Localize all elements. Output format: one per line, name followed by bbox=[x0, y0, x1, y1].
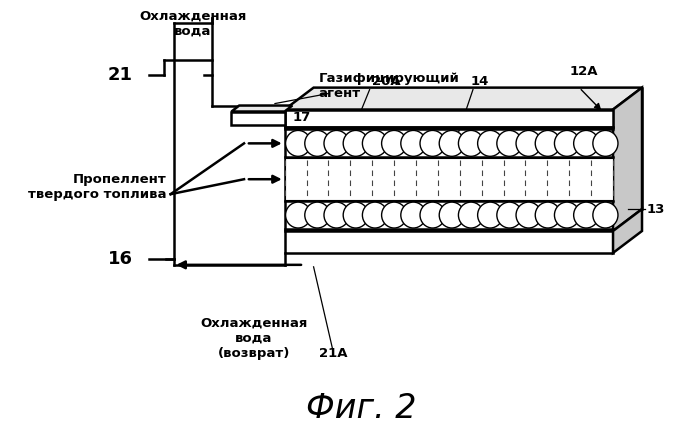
Circle shape bbox=[459, 202, 484, 228]
Circle shape bbox=[382, 202, 407, 228]
Circle shape bbox=[516, 130, 541, 156]
Polygon shape bbox=[284, 88, 642, 109]
Polygon shape bbox=[613, 209, 642, 253]
Circle shape bbox=[420, 130, 445, 156]
Polygon shape bbox=[613, 88, 642, 231]
Polygon shape bbox=[231, 112, 284, 125]
Circle shape bbox=[439, 202, 464, 228]
Circle shape bbox=[593, 202, 618, 228]
Text: 21А: 21А bbox=[319, 347, 347, 360]
Circle shape bbox=[516, 202, 541, 228]
Circle shape bbox=[305, 202, 330, 228]
Polygon shape bbox=[284, 231, 613, 253]
Circle shape bbox=[324, 130, 349, 156]
Circle shape bbox=[554, 202, 579, 228]
Circle shape bbox=[593, 130, 618, 156]
Text: 13: 13 bbox=[647, 202, 665, 216]
Text: 20А: 20А bbox=[372, 75, 400, 88]
Circle shape bbox=[382, 130, 407, 156]
Circle shape bbox=[343, 130, 368, 156]
Circle shape bbox=[401, 130, 426, 156]
Circle shape bbox=[362, 202, 387, 228]
Polygon shape bbox=[284, 109, 613, 127]
Text: 21: 21 bbox=[108, 66, 133, 84]
Circle shape bbox=[535, 202, 561, 228]
Circle shape bbox=[554, 130, 579, 156]
Polygon shape bbox=[284, 158, 613, 200]
Text: 17: 17 bbox=[292, 111, 310, 124]
Text: 16: 16 bbox=[108, 250, 133, 268]
Text: Охлажденная
вода: Охлажденная вода bbox=[139, 10, 247, 38]
Polygon shape bbox=[284, 127, 613, 231]
Circle shape bbox=[286, 130, 310, 156]
Text: 12А: 12А bbox=[570, 65, 598, 78]
Text: Газифицирующий
агент: Газифицирующий агент bbox=[319, 72, 459, 100]
Text: Охлажденная
вода
(возврат): Охлажденная вода (возврат) bbox=[200, 317, 308, 360]
Text: Пропеллент
твердого топлива: Пропеллент твердого топлива bbox=[28, 173, 167, 201]
Circle shape bbox=[477, 130, 503, 156]
Polygon shape bbox=[231, 106, 292, 112]
Circle shape bbox=[497, 202, 522, 228]
Text: Фиг. 2: Фиг. 2 bbox=[305, 392, 416, 425]
Circle shape bbox=[477, 202, 503, 228]
Circle shape bbox=[401, 202, 426, 228]
Circle shape bbox=[574, 130, 599, 156]
Circle shape bbox=[439, 130, 464, 156]
Circle shape bbox=[574, 202, 599, 228]
Circle shape bbox=[497, 130, 522, 156]
Circle shape bbox=[343, 202, 368, 228]
Circle shape bbox=[362, 130, 387, 156]
Circle shape bbox=[324, 202, 349, 228]
Circle shape bbox=[286, 202, 310, 228]
Text: 14: 14 bbox=[470, 75, 489, 88]
Circle shape bbox=[305, 130, 330, 156]
Circle shape bbox=[535, 130, 561, 156]
Circle shape bbox=[420, 202, 445, 228]
Circle shape bbox=[459, 130, 484, 156]
